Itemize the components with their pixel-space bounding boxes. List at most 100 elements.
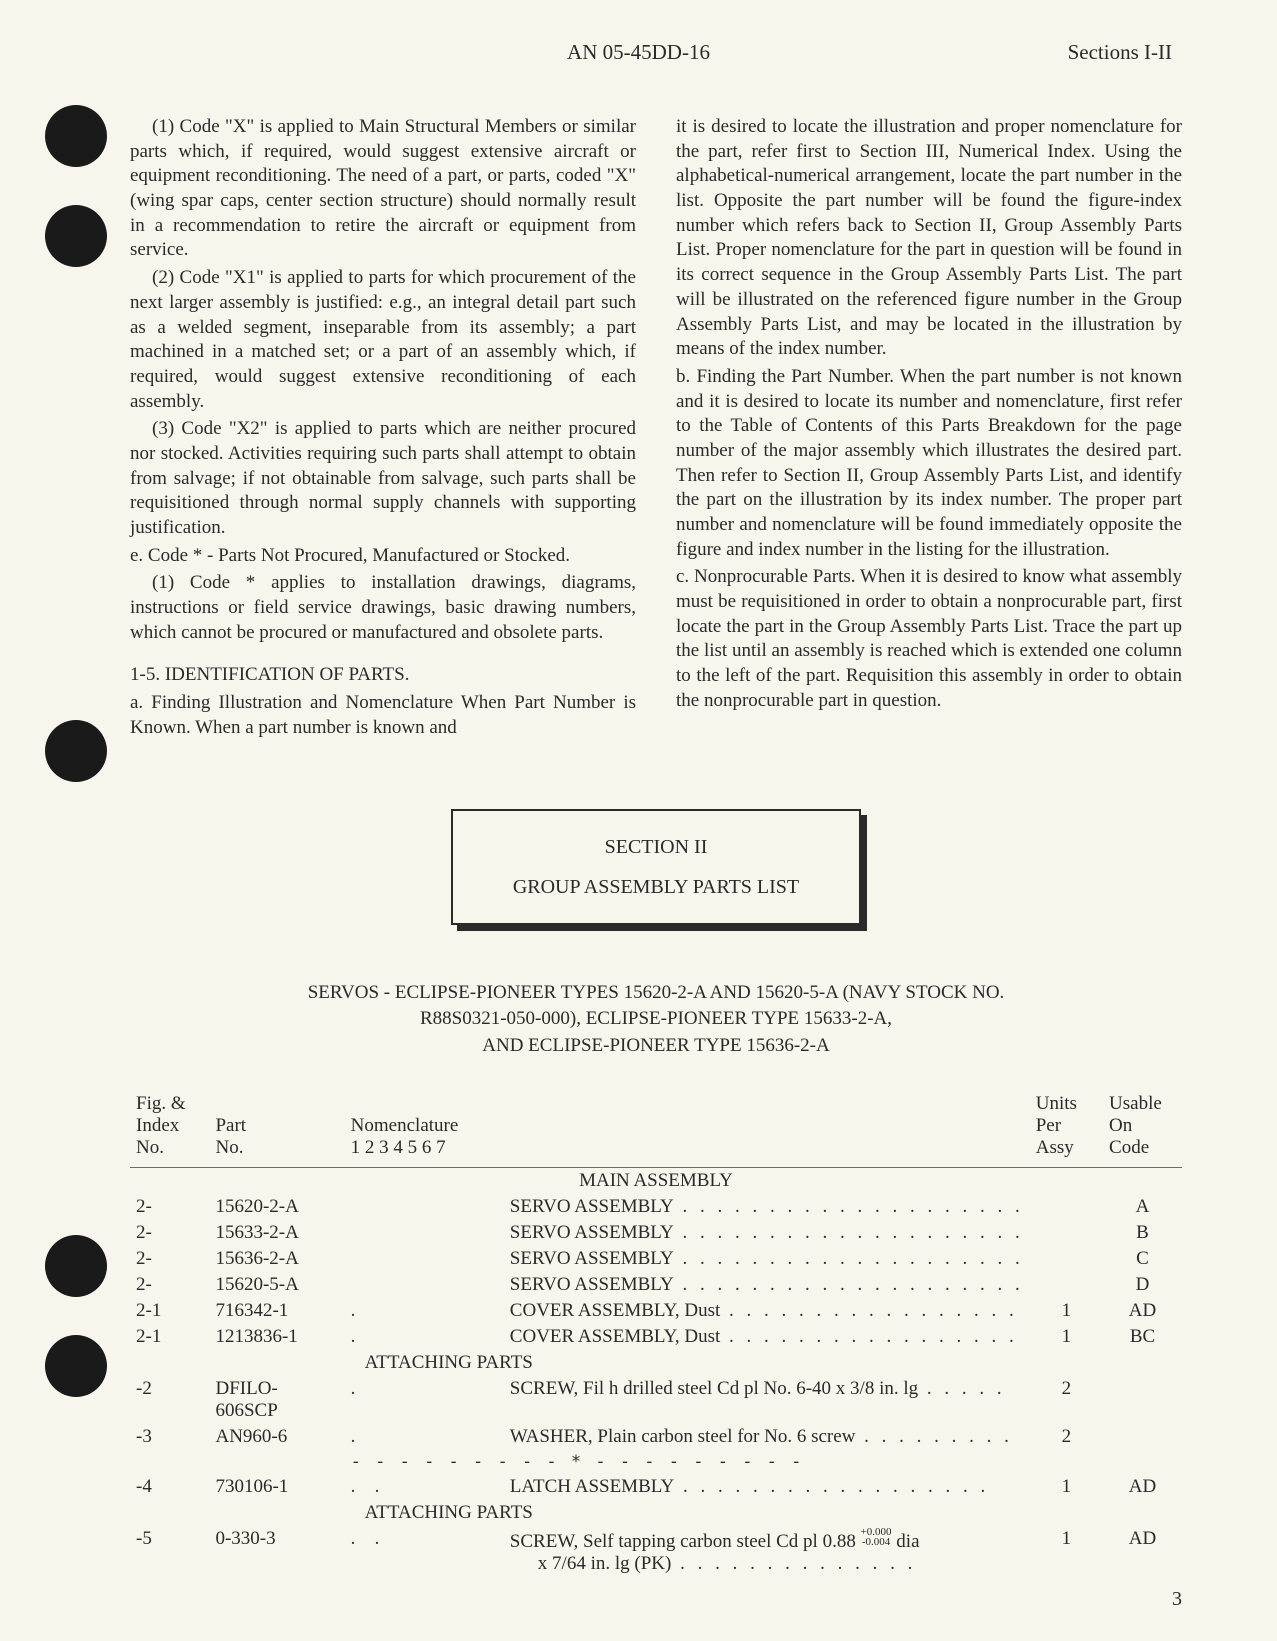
table-row: 2-1716342-1.COVER ASSEMBLY, Dust . . . .… — [130, 1298, 1182, 1324]
cell-nomenclature: SERVO ASSEMBLY . . . . . . . . . . . . .… — [504, 1194, 1030, 1220]
table-row: 2-15636-2-A SERVO ASSEMBLY . . . . . . . … — [130, 1246, 1182, 1272]
parts-table: Fig. & Index No. Part No. Nomenclature 1… — [130, 1089, 1182, 1577]
cell-fig: -5 — [130, 1526, 209, 1577]
cell-units: 1 — [1030, 1324, 1103, 1350]
cell-code: D — [1103, 1272, 1182, 1298]
table-body: MAIN ASSEMBLY2-15620-2-ASERVO ASSEMBLY .… — [130, 1168, 1182, 1577]
cell-part: AN960-6 — [209, 1424, 344, 1450]
servos-title-line: AND ECLIPSE-PIONEER TYPE 15636-2-A — [130, 1033, 1182, 1060]
th-part: Part No. — [209, 1089, 344, 1163]
cell-nomenclature: COVER ASSEMBLY, Dust . . . . . . . . . .… — [504, 1298, 1030, 1324]
cell-nomenclature: COVER ASSEMBLY, Dust . . . . . . . . . .… — [504, 1324, 1030, 1350]
table-row: -2DFILO-606SCP.SCREW, Fil h drilled stee… — [130, 1376, 1182, 1424]
cell-code: A — [1103, 1194, 1182, 1220]
cell-code — [1103, 1424, 1182, 1450]
left-column: (1) Code "X" is applied to Main Structur… — [130, 115, 636, 744]
body-columns: (1) Code "X" is applied to Main Structur… — [130, 115, 1182, 744]
para: c. Nonprocurable Parts. When it is desir… — [676, 565, 1182, 713]
th-code: Usable On Code — [1103, 1089, 1182, 1163]
table-row: 2-15620-5-A SERVO ASSEMBLY . . . . . . . … — [130, 1272, 1182, 1298]
cell-code: C — [1103, 1246, 1182, 1272]
cell-fig: -3 — [130, 1424, 209, 1450]
table-row: -50-330-3..SCREW, Self tapping carbon st… — [130, 1526, 1182, 1577]
cell-fig: 2- — [130, 1272, 209, 1298]
table-row: -4730106-1..LATCH ASSEMBLY . . . . . . .… — [130, 1474, 1182, 1500]
punch-hole — [45, 720, 107, 782]
para: (1) Code "X" is applied to Main Structur… — [130, 115, 636, 263]
cell-fig: 2- — [130, 1220, 209, 1246]
table-row: 2-15633-2-A SERVO ASSEMBLY . . . . . . . … — [130, 1220, 1182, 1246]
cell-code: AD — [1103, 1474, 1182, 1500]
table-header: Fig. & Index No. Part No. Nomenclature 1… — [130, 1089, 1182, 1168]
page-header: AN 05-45DD-16 Sections I-II — [130, 40, 1182, 65]
main-assembly-label: MAIN ASSEMBLY — [130, 1168, 1182, 1195]
cell-nomenclature: SCREW, Fil h drilled steel Cd pl No. 6-4… — [504, 1376, 1030, 1424]
cell-part: 730106-1 — [209, 1474, 344, 1500]
table-row: -3AN960-6.WASHER, Plain carbon steel for… — [130, 1424, 1182, 1450]
cell-code: B — [1103, 1220, 1182, 1246]
page-number: 3 — [1172, 1588, 1182, 1611]
para: it is desired to locate the illustration… — [676, 115, 1182, 362]
header-sections: Sections I-II — [1068, 40, 1172, 65]
cell-part: 15633-2-A — [209, 1220, 344, 1246]
cell-units: 1 — [1030, 1526, 1103, 1577]
section-title-box: SECTION II GROUP ASSEMBLY PARTS LIST — [451, 809, 861, 925]
th-units: Units Per Assy — [1030, 1089, 1103, 1163]
punch-hole — [45, 1235, 107, 1297]
punch-hole — [45, 105, 107, 167]
servos-title-line: SERVOS - ECLIPSE-PIONEER TYPES 15620-2-A… — [130, 980, 1182, 1007]
cell-nomenclature: SERVO ASSEMBLY . . . . . . . . . . . . .… — [504, 1272, 1030, 1298]
cell-nomenclature: SERVO ASSEMBLY . . . . . . . . . . . . .… — [504, 1220, 1030, 1246]
punch-hole — [45, 205, 107, 267]
cell-units: 1 — [1030, 1298, 1103, 1324]
cell-part: 15636-2-A — [209, 1246, 344, 1272]
subheader-row: MAIN ASSEMBLY — [130, 1168, 1182, 1195]
document-page: AN 05-45DD-16 Sections I-II (1) Code "X"… — [0, 0, 1277, 1641]
section-number: SECTION II — [513, 827, 799, 867]
cell-units — [1030, 1272, 1103, 1298]
cell-fig: 2-1 — [130, 1298, 209, 1324]
cell-fig: 2-1 — [130, 1324, 209, 1350]
cell-nomenclature: SERVO ASSEMBLY . . . . . . . . . . . . .… — [504, 1246, 1030, 1272]
attaching-parts-label: ATTACHING PARTS — [345, 1500, 1182, 1526]
cell-part: 1213836-1 — [209, 1324, 344, 1350]
para: e. Code * - Parts Not Procured, Manufact… — [130, 544, 636, 569]
cell-units — [1030, 1220, 1103, 1246]
para: (3) Code "X2" is applied to parts which … — [130, 417, 636, 540]
cell-code: BC — [1103, 1324, 1182, 1350]
cell-nomenclature: LATCH ASSEMBLY . . . . . . . . . . . . .… — [504, 1474, 1030, 1500]
right-column: it is desired to locate the illustration… — [676, 115, 1182, 744]
attaching-parts-label: ATTACHING PARTS — [345, 1350, 1182, 1376]
cell-part: 716342-1 — [209, 1298, 344, 1324]
cell-part: 15620-5-A — [209, 1272, 344, 1298]
cell-fig: 2- — [130, 1194, 209, 1220]
cell-part: 15620-2-A — [209, 1194, 344, 1220]
servos-title-line: R88S0321-050-000), ECLIPSE-PIONEER TYPE … — [130, 1006, 1182, 1033]
attaching-row: ATTACHING PARTS — [130, 1350, 1182, 1376]
section-heading: 1-5. IDENTIFICATION OF PARTS. — [130, 663, 636, 688]
cell-nomenclature: WASHER, Plain carbon steel for No. 6 scr… — [504, 1424, 1030, 1450]
para: (2) Code "X1" is applied to parts for wh… — [130, 266, 636, 414]
cell-code: AD — [1103, 1298, 1182, 1324]
tolerance-fraction: +0.000-0.004 — [861, 1528, 892, 1548]
attaching-row: ATTACHING PARTS — [130, 1500, 1182, 1526]
cell-part: DFILO-606SCP — [209, 1376, 344, 1424]
cell-nomenclature: SCREW, Self tapping carbon steel Cd pl 0… — [504, 1526, 1030, 1577]
table-row: 2-15620-2-A SERVO ASSEMBLY . . . . . . . … — [130, 1194, 1182, 1220]
cell-code: AD — [1103, 1526, 1182, 1577]
para: a. Finding Illustration and Nomenclature… — [130, 691, 636, 740]
cell-units — [1030, 1194, 1103, 1220]
cell-fig: 2- — [130, 1246, 209, 1272]
cell-fig: -4 — [130, 1474, 209, 1500]
cell-units — [1030, 1246, 1103, 1272]
section-title: GROUP ASSEMBLY PARTS LIST — [513, 867, 799, 907]
cell-code — [1103, 1376, 1182, 1424]
th-nomenclature: Nomenclature 1 2 3 4 5 6 7 — [345, 1089, 504, 1163]
para: (1) Code * applies to installation drawi… — [130, 571, 636, 645]
punch-hole — [45, 1335, 107, 1397]
cell-fig: -2 — [130, 1376, 209, 1424]
para: b. Finding the Part Number. When the par… — [676, 365, 1182, 563]
servos-title: SERVOS - ECLIPSE-PIONEER TYPES 15620-2-A… — [130, 980, 1182, 1060]
section-title-box-wrap: SECTION II GROUP ASSEMBLY PARTS LIST — [130, 809, 1182, 925]
th-fig: Fig. & Index No. — [130, 1089, 209, 1163]
